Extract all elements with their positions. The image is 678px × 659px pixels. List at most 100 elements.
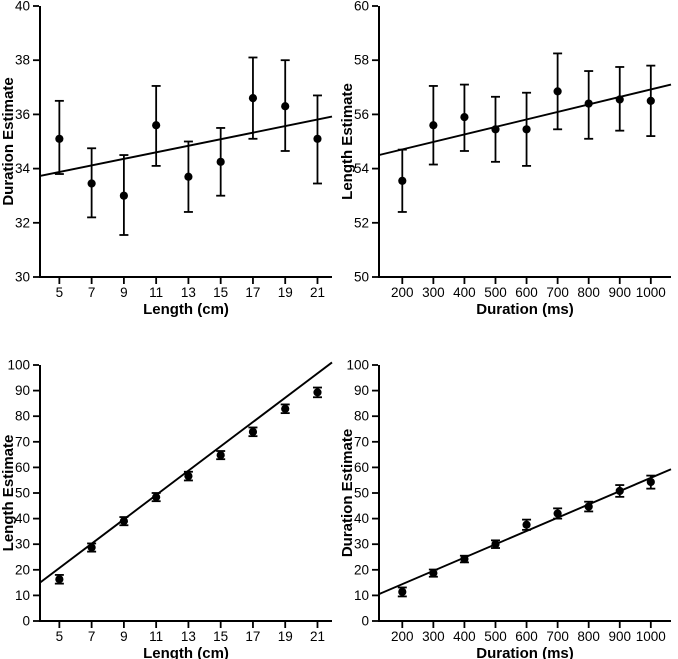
data-point xyxy=(646,96,655,105)
x-tick-label: 200 xyxy=(391,285,414,300)
x-tick-label: 600 xyxy=(515,629,538,644)
panel-top-left: 30 32 34 36 38 40 5 7 9 11 13 15 17 19 21 Length (cm) Du… xyxy=(0,0,339,330)
x-tick-label: 500 xyxy=(484,285,507,300)
fit-line xyxy=(378,83,672,156)
y-tick-label: 70 xyxy=(354,434,369,449)
data-point xyxy=(522,520,531,529)
x-tick-label: 7 xyxy=(88,285,96,300)
y-tick-label: 30 xyxy=(15,537,30,552)
y-tick-label: 100 xyxy=(7,358,30,373)
x-tick-label: 1000 xyxy=(636,629,666,644)
y-tick-label: 90 xyxy=(354,383,369,398)
x-tick-label: 600 xyxy=(515,285,538,300)
scatter-plot-duration-estimate-vs-length: 30 32 34 36 38 40 5 7 9 11 13 15 17 19 21 Length (cm) Du… xyxy=(0,0,333,318)
y-tick-label: 20 xyxy=(15,562,30,577)
x-tick-label: 11 xyxy=(149,629,163,644)
x-tick-label: 900 xyxy=(608,629,631,644)
data-point xyxy=(55,575,64,584)
fit-line xyxy=(39,115,333,177)
panel-bottom-right: 0 10 20 30 40 50 60 70 80 90 100 200 300 400 500 600 700… xyxy=(339,330,678,659)
data-point xyxy=(553,509,562,518)
data-point xyxy=(216,451,225,460)
x-tick-label: 700 xyxy=(546,629,569,644)
y-tick-label: 40 xyxy=(15,0,30,14)
data-point xyxy=(553,87,562,96)
y-tick-label: 60 xyxy=(15,460,30,475)
y-axis-title: Duration Estimate xyxy=(0,77,17,205)
y-tick-label: 80 xyxy=(15,409,30,424)
data-point xyxy=(584,99,593,108)
x-tick-label: 7 xyxy=(88,629,96,644)
x-tick-label: 800 xyxy=(577,285,600,300)
y-axis-title: Length Estimate xyxy=(0,435,17,552)
data-point xyxy=(646,477,655,487)
x-tick-label: 9 xyxy=(120,629,128,644)
x-tick-label: 17 xyxy=(245,629,260,644)
x-tick-label: 400 xyxy=(453,629,476,644)
axis-spines xyxy=(39,6,332,278)
y-tick-label: 60 xyxy=(354,460,369,475)
x-tick-label: 9 xyxy=(120,285,128,300)
data-point xyxy=(398,587,407,596)
y-tick-label: 52 xyxy=(354,215,369,230)
x-tick-label: 19 xyxy=(278,285,293,300)
x-axis-title: Duration (ms) xyxy=(476,301,574,318)
x-tick-label: 400 xyxy=(453,285,476,300)
axis-spines xyxy=(378,6,671,278)
y-tick-label: 50 xyxy=(354,486,369,501)
data-point xyxy=(184,472,193,481)
x-tick-label: 900 xyxy=(608,285,631,300)
data-point xyxy=(398,176,407,185)
panel-top-right: 50 52 54 56 58 60 200 300 400 500 600 700 800 900 1000… xyxy=(339,0,678,330)
x-tick-label: 300 xyxy=(422,285,445,300)
x-tick-label: 200 xyxy=(391,629,414,644)
data-point xyxy=(615,486,624,496)
data-point xyxy=(429,121,438,130)
data-point xyxy=(313,134,322,143)
x-tick-label: 13 xyxy=(181,629,196,644)
data-point xyxy=(615,95,624,104)
y-tick-label: 40 xyxy=(354,511,369,526)
data-point xyxy=(248,94,258,103)
data-point xyxy=(55,134,64,143)
y-tick-label: 60 xyxy=(354,0,369,14)
fit-line xyxy=(378,468,672,595)
y-tick-label: 30 xyxy=(15,270,30,285)
data-point xyxy=(584,502,593,511)
data-point xyxy=(87,179,96,188)
x-tick-label: 15 xyxy=(213,285,228,300)
data-point xyxy=(460,113,469,122)
y-tick-label: 10 xyxy=(15,588,30,603)
data-point xyxy=(313,388,322,397)
scatter-plot-length-estimate-vs-length: 0 10 20 30 40 50 60 70 80 90 100 5 7 9 11 13 15 17 19 21 Len… xyxy=(0,358,333,659)
data-point xyxy=(87,543,96,552)
y-tick-label: 32 xyxy=(15,215,30,230)
data-point xyxy=(491,125,500,134)
x-tick-label: 17 xyxy=(245,285,260,300)
data-point xyxy=(119,517,128,526)
y-tick-label: 38 xyxy=(15,53,30,68)
x-tick-label: 13 xyxy=(181,285,196,300)
x-tick-label: 1000 xyxy=(636,285,666,300)
y-tick-label: 0 xyxy=(22,614,30,629)
y-tick-label: 56 xyxy=(354,107,369,122)
y-tick-label: 50 xyxy=(354,270,369,285)
y-tick-label: 0 xyxy=(361,614,369,629)
scatter-plot-length-estimate-vs-duration: 50 52 54 56 58 60 200 300 400 500 600 700 800 900 1000… xyxy=(339,0,672,318)
y-tick-label: 80 xyxy=(354,409,369,424)
data-point xyxy=(216,157,225,166)
data-point xyxy=(281,404,290,413)
data-point xyxy=(429,569,438,578)
x-tick-label: 19 xyxy=(278,629,293,644)
y-tick-label: 100 xyxy=(346,358,369,373)
y-tick-label: 70 xyxy=(15,434,30,449)
y-tick-label: 54 xyxy=(354,161,370,176)
data-point xyxy=(491,540,500,549)
y-tick-label: 34 xyxy=(15,161,31,176)
data-point xyxy=(522,125,531,134)
x-axis-title: Length (cm) xyxy=(143,301,229,318)
data-point xyxy=(119,191,128,200)
y-tick-label: 10 xyxy=(354,588,369,603)
y-tick-label: 58 xyxy=(354,53,369,68)
